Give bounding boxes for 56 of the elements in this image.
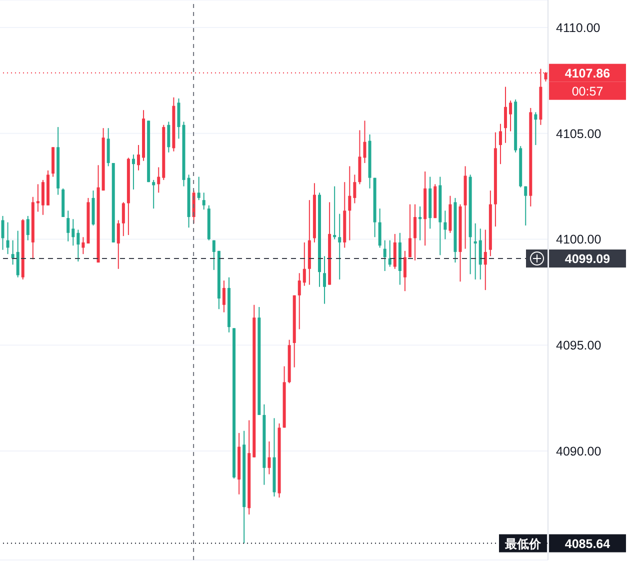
candlestick (66, 210, 70, 242)
candlestick (167, 121, 170, 153)
candlestick (408, 204, 412, 258)
text: 00:57 (572, 84, 604, 98)
ref-line-label: 4099.09 (564, 252, 610, 266)
candlestick (6, 222, 10, 255)
candlestick (26, 215, 30, 241)
candlestick (137, 144, 140, 171)
candlestick (378, 208, 382, 248)
candlestick (1, 215, 4, 250)
candlestick (353, 174, 356, 204)
candlestick (338, 213, 342, 280)
candlestick (11, 240, 14, 266)
candlestick (388, 240, 392, 268)
y-tick-label: 4095.00 (556, 338, 602, 353)
candlestick (414, 204, 417, 261)
candlestick (498, 123, 502, 165)
candlestick (323, 256, 326, 304)
candlestick (444, 210, 447, 240)
ref-line-label: 4107.86 (564, 66, 610, 80)
candlestick (157, 166, 160, 194)
candlestick (403, 250, 406, 292)
candlestick (348, 166, 352, 241)
candlestick (36, 184, 40, 212)
candlestick (474, 222, 477, 280)
candlestick (16, 230, 20, 278)
y-tick-label: 4100.00 (556, 232, 602, 247)
candlestick (268, 440, 271, 475)
candlestick (383, 240, 386, 272)
y-tick-label: 4090.00 (556, 444, 602, 458)
candlestick (132, 154, 135, 190)
candlestick (504, 86, 508, 144)
candlestick (302, 242, 306, 286)
candlestick (202, 192, 206, 210)
candlestick (484, 229, 487, 291)
candlestick (418, 206, 422, 241)
candlestick (122, 202, 125, 237)
candlestick (212, 240, 216, 270)
candlestick (76, 229, 80, 262)
candlestick (82, 236, 85, 255)
candlestick (534, 112, 538, 146)
candlestick (41, 179, 44, 216)
candlestick (152, 179, 156, 210)
y-tick-label: 4105.00 (556, 126, 602, 141)
candlestick (222, 280, 226, 313)
candlestick (116, 220, 120, 270)
candlestick (333, 186, 336, 240)
candlestick (524, 186, 528, 226)
candlestick (72, 218, 75, 246)
candlestick (509, 100, 512, 132)
candlestick (363, 120, 366, 164)
candlestick (298, 272, 301, 330)
ref-line-label: 4085.64 (564, 536, 610, 551)
y-tick-label: 4110.00 (556, 20, 600, 35)
candlestick (197, 176, 200, 201)
annotation: 最低价 (504, 536, 542, 551)
